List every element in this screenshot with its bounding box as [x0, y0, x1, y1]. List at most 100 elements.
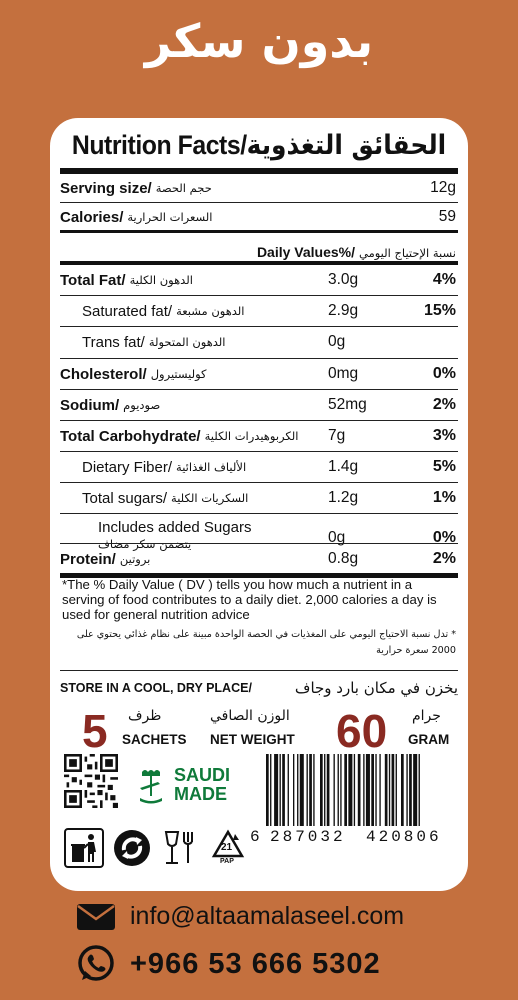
- divider-mid: [60, 230, 458, 233]
- divider-thick: [60, 573, 458, 578]
- nutrient-row-protein: Protein/ بروتين 0.8g 2%: [60, 545, 458, 573]
- saudi-made-line1: SAUDI: [174, 765, 231, 785]
- nutrient-value: 3.0g: [328, 271, 359, 288]
- barcode-bar: [266, 754, 269, 826]
- net-content-block: 5 ظرف SACHETS الوزن الصافي NET WEIGHT 60…: [60, 705, 458, 757]
- divider: [60, 202, 458, 203]
- barcode-bar: [409, 754, 412, 826]
- nutrient-row-sodium: Sodium/ صوديوم 52mg 2%: [60, 391, 458, 419]
- nutrient-percent: 2%: [432, 550, 456, 567]
- barcode-bar: [348, 754, 353, 826]
- barcode-lead-digit: 6: [250, 828, 261, 846]
- barcode-bar: [388, 754, 391, 826]
- nutrient-label: Total sugars/: [82, 489, 168, 507]
- divider: [60, 513, 458, 514]
- nutrient-label: Cholesterol/: [60, 365, 147, 383]
- nutrient-label-ar: الدهون الكلية: [129, 273, 193, 287]
- barcode-bar: [401, 754, 404, 826]
- nutrient-label-ar: الدهون المتحولة: [148, 335, 226, 349]
- whatsapp-icon: [78, 945, 114, 981]
- barcode-bar: [326, 754, 330, 826]
- divider: [60, 670, 458, 671]
- email-text[interactable]: info@altaamalaseel.com: [130, 902, 405, 930]
- pap-recycling-icon: 21 PAP: [208, 828, 248, 868]
- calories-label-ar: السعرات الحرارية: [127, 210, 213, 224]
- barcode-bar: [363, 754, 365, 826]
- barcode-bar: [353, 754, 356, 826]
- net-weight-ar: الوزن الصافي: [210, 708, 290, 724]
- nutrient-label: Dietary Fiber/: [82, 458, 173, 476]
- nutrient-row-saturated-fat: Saturated fat/ الدهون مشبعة 2.9g 15%: [60, 297, 458, 325]
- nutrient-percent: 1%: [432, 489, 456, 506]
- nutrient-row-total-carbohydrate: Total Carbohydrate/ الكربوهيدرات الكلية …: [60, 422, 458, 450]
- nutrient-value: 0g: [328, 333, 346, 350]
- nutrient-label: Total Carbohydrate/: [60, 427, 201, 445]
- page-title: بدون سكر: [144, 14, 374, 68]
- barcode-bar: [357, 754, 361, 826]
- nutrient-row-added-sugars: Includes added Sugars يتضمن سكر مضاف 0g …: [60, 515, 458, 561]
- barcode-bar: [299, 754, 304, 826]
- serving-value: 12g: [430, 179, 456, 196]
- divider: [60, 420, 458, 421]
- nutrition-title-en: Nutrition Facts/: [71, 130, 247, 160]
- barcode-bar: [279, 754, 281, 826]
- barcode-bar: [418, 754, 420, 826]
- saudi-made-logo: SAUDI MADE: [136, 766, 256, 808]
- calories-row: Calories/ السعرات الحرارية 59: [60, 203, 458, 231]
- barcode-bar: [344, 754, 347, 826]
- package-symbols: 21 PAP: [64, 828, 248, 868]
- recycle-code: 21: [221, 842, 233, 853]
- nutrient-value: 0mg: [328, 365, 359, 382]
- nutrient-label-ar: الدهون مشبعة: [176, 304, 245, 318]
- nutrient-label-ar: بروتين: [119, 552, 151, 566]
- net-weight-en: NET WEIGHT: [210, 732, 295, 747]
- dv-label-ar: نسبة الإحتياج اليومي: [359, 246, 456, 260]
- nutrient-value: 0g: [328, 529, 346, 546]
- barcode: 6 287032 420806: [250, 754, 460, 850]
- barcode-bar: [340, 754, 342, 826]
- recycle-arrows-icon: [112, 828, 152, 868]
- nutrient-percent: 5%: [432, 458, 456, 475]
- barcode-bar: [406, 754, 408, 826]
- gram-amount: 60: [336, 705, 388, 757]
- barcode-bar: [282, 754, 285, 826]
- barcode-bar: [324, 754, 326, 826]
- barcode-bar: [313, 754, 315, 826]
- barcode-bar: [375, 754, 377, 826]
- nutrient-label-ar: يتضمن سكر مضاف: [98, 537, 192, 551]
- nutrient-label-ar: الألياف الغذائية: [176, 460, 247, 474]
- tidy-man-icon: [64, 828, 104, 868]
- nutrient-value: 7g: [328, 427, 346, 444]
- calories-value: 59: [438, 208, 456, 225]
- barcode-bar: [293, 754, 295, 826]
- nutrient-row-total-sugars: Total sugars/ السكريات الكلية 1.2g 1%: [60, 484, 458, 512]
- nutrient-value: 2.9g: [328, 302, 359, 319]
- serving-label: Serving size/: [60, 179, 152, 197]
- barcode-bar: [309, 754, 312, 826]
- nutrient-label: Trans fat/: [82, 333, 145, 351]
- barcode-bar: [337, 754, 339, 826]
- gram-en: GRAM: [408, 732, 450, 747]
- barcode-bar: [320, 754, 323, 826]
- recycle-material: PAP: [220, 858, 234, 865]
- calories-label: Calories/: [60, 208, 124, 226]
- barcode-bar: [297, 754, 299, 826]
- email-row: info@altaamalaseel.com: [76, 902, 404, 931]
- divider: [60, 358, 458, 359]
- sachets-count: 5: [82, 705, 108, 757]
- nutrient-value: 0.8g: [328, 550, 359, 567]
- phone-text[interactable]: +966 53 666 5302: [130, 947, 381, 980]
- barcode-bar: [274, 754, 279, 826]
- storage-instructions: STORE IN A COOL, DRY PLACE/ يخزن في مكان…: [60, 673, 458, 703]
- storage-en: STORE IN A COOL, DRY PLACE/: [60, 681, 252, 695]
- storage-ar: يخزن في مكان بارد وجاف: [294, 679, 458, 697]
- nutrient-row-dietary-fiber: Dietary Fiber/ الألياف الغذائية 1.4g 5%: [60, 453, 458, 481]
- nutrient-label-ar: صوديوم: [123, 398, 161, 412]
- sachets-ar: ظرف: [128, 708, 162, 724]
- nutrient-label: Total Fat/: [60, 271, 126, 289]
- barcode-right-digits: 420806: [366, 828, 442, 846]
- daily-value-footnote-ar: * تدل نسبة الاحتياج اليومي على المغذيات …: [76, 629, 456, 656]
- serving-label-ar: حجم الحصة: [155, 181, 212, 195]
- barcode-bar: [379, 754, 381, 826]
- qr-code-icon: [64, 754, 118, 808]
